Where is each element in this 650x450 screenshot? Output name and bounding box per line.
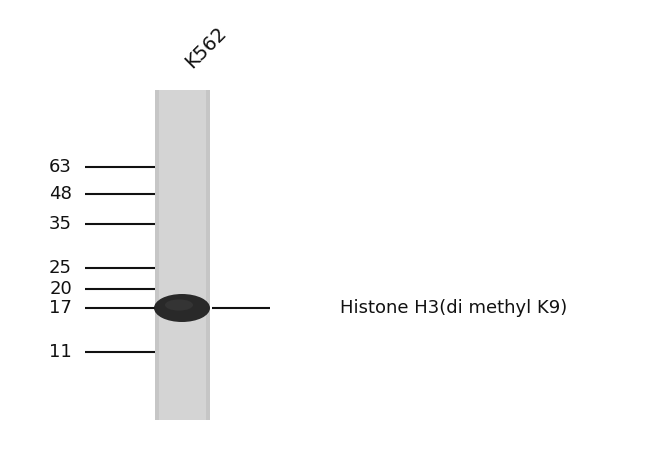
Ellipse shape — [154, 294, 210, 322]
Text: 48: 48 — [49, 185, 72, 203]
Text: 17: 17 — [49, 299, 72, 317]
Text: 20: 20 — [49, 280, 72, 298]
Text: 35: 35 — [49, 215, 72, 233]
Text: K562: K562 — [182, 23, 231, 72]
Bar — [155, 90, 159, 420]
Text: 11: 11 — [49, 343, 72, 361]
Bar — [155, 90, 210, 420]
Text: Histone H3(di methyl K9): Histone H3(di methyl K9) — [340, 299, 567, 317]
Text: 63: 63 — [49, 158, 72, 176]
Text: 25: 25 — [49, 259, 72, 277]
Ellipse shape — [165, 299, 193, 310]
Bar — [206, 90, 210, 420]
